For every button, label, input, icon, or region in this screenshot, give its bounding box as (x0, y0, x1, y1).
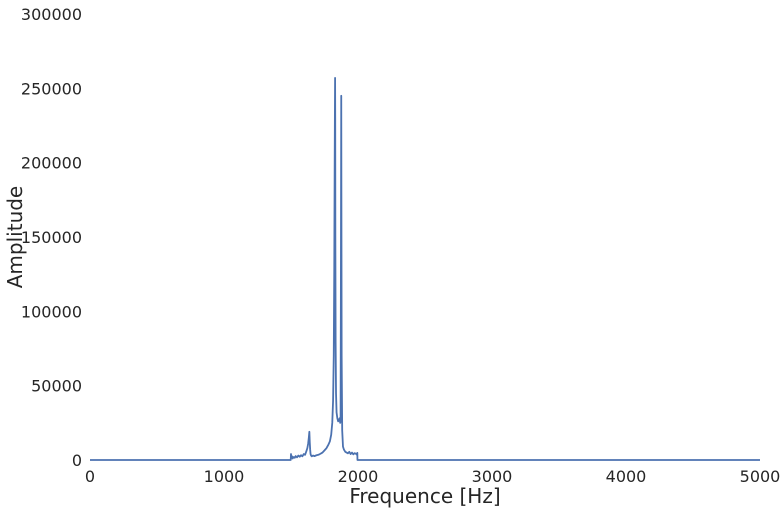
x-tick-label: 3000 (472, 467, 513, 486)
x-tick-label: 2000 (338, 467, 379, 486)
x-tick-label: 0 (85, 467, 95, 486)
y-axis-label: Amplitude (3, 186, 27, 289)
y-tick-label: 300000 (21, 5, 82, 24)
x-axis-ticks: 0 1000 2000 3000 4000 5000 (85, 467, 780, 486)
x-axis-label: Frequence [Hz] (349, 484, 500, 508)
y-axis-ticks: 0 50000 100000 150000 200000 250000 300000 (21, 5, 82, 470)
y-tick-label: 200000 (21, 154, 82, 173)
y-tick-label: 50000 (31, 377, 82, 396)
x-tick-label: 1000 (204, 467, 245, 486)
y-tick-label: 0 (72, 451, 82, 470)
y-tick-label: 150000 (21, 228, 82, 247)
spectrum-series-line-0 (90, 77, 760, 461)
plot-area (90, 77, 760, 461)
y-tick-label: 250000 (21, 79, 82, 98)
x-tick-label: 4000 (606, 467, 647, 486)
y-tick-label: 100000 (21, 302, 82, 321)
x-tick-label: 5000 (740, 467, 781, 486)
